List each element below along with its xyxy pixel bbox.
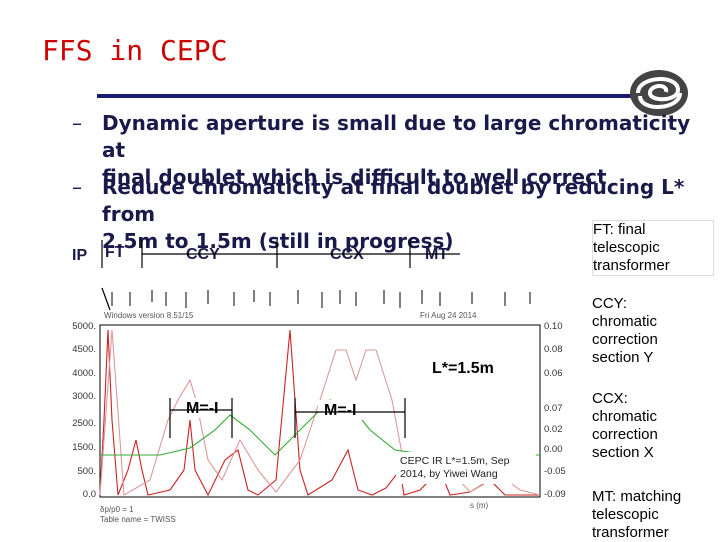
svg-text:2500.: 2500. — [72, 418, 96, 429]
mi-right-label: M=-I — [324, 402, 357, 419]
svg-text:0.00: 0.00 — [544, 444, 563, 455]
svg-text:-0.05: -0.05 — [544, 466, 566, 477]
side-note-ccy: CCY: chromatic correction section Y — [592, 295, 712, 367]
svg-text:0.08: 0.08 — [544, 344, 563, 355]
section-label-ip: IP — [72, 247, 88, 264]
svg-text:4000.: 4000. — [72, 368, 96, 379]
svg-text:5000.: 5000. — [72, 321, 96, 332]
svg-text:-0.09: -0.09 — [544, 489, 566, 500]
mi-left-label: M=-I — [186, 400, 219, 417]
svg-text:1500.: 1500. — [72, 442, 96, 453]
bullet-text: Reduce chromaticity at final doublet by … — [102, 175, 685, 253]
svg-text:Windows version 8.51/15: Windows version 8.51/15 — [104, 311, 194, 320]
svg-text:4500.: 4500. — [72, 344, 96, 355]
svg-text:0.06: 0.06 — [544, 368, 563, 379]
lstar-label: L*=1.5m — [432, 360, 494, 377]
slide-title: FFS in CEPC — [42, 34, 228, 67]
bullet-dash: – — [72, 175, 82, 199]
title-divider — [97, 94, 632, 98]
svg-text:s (m): s (m) — [470, 501, 489, 510]
bullet-text: Dynamic aperture is small due to large c… — [102, 111, 691, 189]
plot-credit-note: CEPC IR L*=1.5m, Sep 2014, by Yiwei Wang — [400, 455, 510, 480]
side-note-mt: MT: matching telescopic transformer — [592, 488, 712, 542]
svg-text:500.: 500. — [78, 466, 97, 477]
ihep-logo-icon — [630, 70, 688, 116]
section-label-ft: FT — [105, 244, 125, 261]
bullet-dash: – — [72, 111, 82, 135]
svg-text:0.07: 0.07 — [544, 403, 563, 414]
svg-text:Table name = TWISS: Table name = TWISS — [100, 515, 176, 524]
svg-text:0.02: 0.02 — [544, 424, 563, 435]
svg-text:3000.: 3000. — [72, 391, 96, 402]
svg-text:Fri Aug 24 2014: Fri Aug 24 2014 — [420, 311, 477, 320]
side-note-ccx: CCX: chromatic correction section X — [592, 390, 712, 462]
side-note-ft: FT: final telescopic transformer — [592, 220, 714, 276]
svg-text:0.0: 0.0 — [83, 489, 96, 500]
svg-text:0.10: 0.10 — [544, 321, 563, 332]
svg-text:δp/p0 = 1: δp/p0 = 1 — [100, 505, 134, 514]
